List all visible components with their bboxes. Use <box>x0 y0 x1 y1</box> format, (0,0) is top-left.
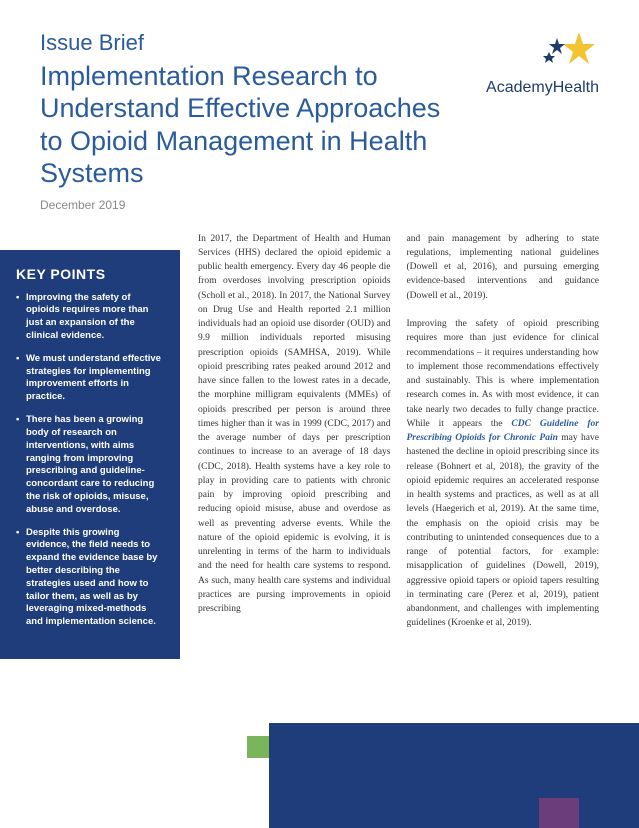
key-point-item: Despite this growing evidence, the field… <box>16 527 164 630</box>
key-point-item: Improving the safety of opioids requires… <box>16 292 164 343</box>
key-points-list: Improving the safety of opioids requires… <box>16 292 164 630</box>
publication-date: December 2019 <box>40 198 459 212</box>
body-text: Improving the safety of opioid prescribi… <box>407 319 600 429</box>
content-area: KEY POINTS Improving the safety of opioi… <box>0 212 639 660</box>
decorative-footer <box>239 708 639 828</box>
body-text: and pain management by adhering to state… <box>407 234 600 301</box>
key-points-title: KEY POINTS <box>16 266 164 282</box>
accent-block-blue <box>269 723 639 828</box>
sidebar: KEY POINTS Improving the safety of opioi… <box>0 232 180 660</box>
star-icon <box>539 30 599 70</box>
body-text: may have hastened the decline in opioid … <box>407 433 600 628</box>
body-column-2: and pain management by adhering to state… <box>407 232 600 660</box>
body-column-1: In 2017, the Department of Health and Hu… <box>198 232 391 660</box>
eyebrow-label: Issue Brief <box>40 30 459 56</box>
title-block: Issue Brief Implementation Research to U… <box>40 30 459 212</box>
key-point-item: There has been a growing body of researc… <box>16 414 164 517</box>
body-columns: In 2017, the Department of Health and Hu… <box>198 232 599 660</box>
accent-square-green <box>247 736 269 758</box>
accent-square-purple <box>539 798 579 828</box>
logo-text: AcademyHealth <box>459 79 599 97</box>
key-points-box: KEY POINTS Improving the safety of opioi… <box>0 250 180 660</box>
key-point-item: We must understand effective strategies … <box>16 353 164 404</box>
page-header: Issue Brief Implementation Research to U… <box>0 0 639 212</box>
logo: AcademyHealth <box>459 30 599 97</box>
page-title: Implementation Research to Understand Ef… <box>40 60 459 190</box>
